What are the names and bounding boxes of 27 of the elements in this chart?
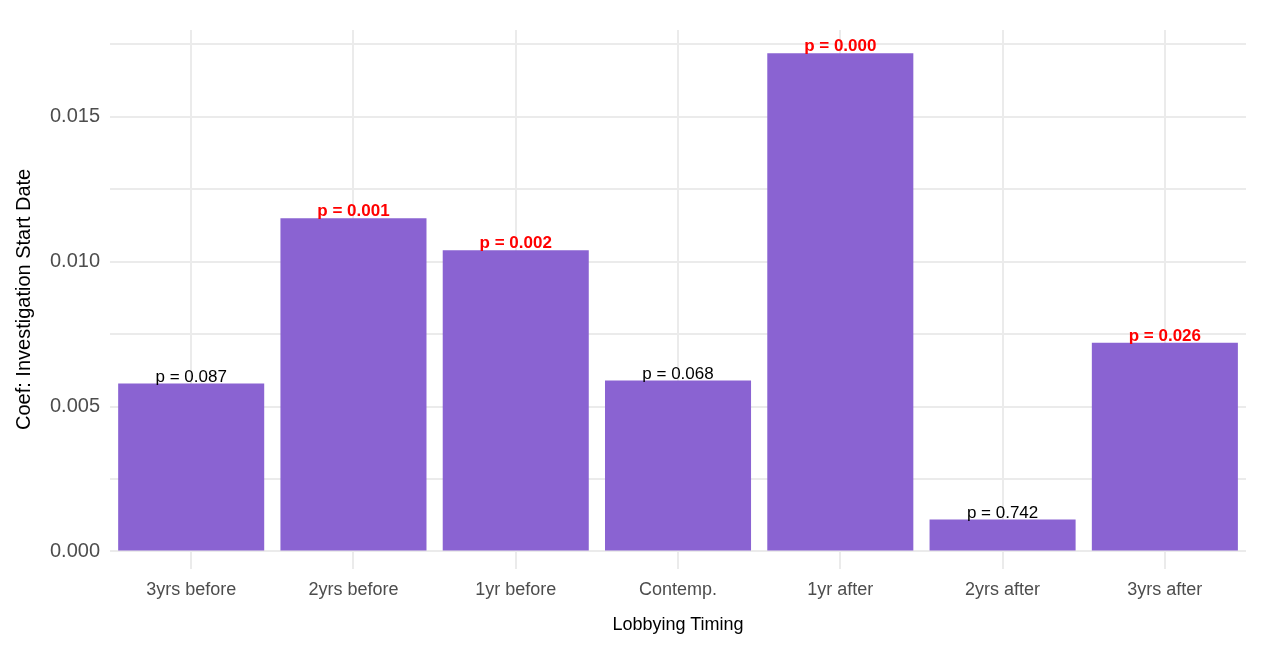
x-tick-label: 3yrs after — [1127, 578, 1203, 599]
y-tick-label: 0.010 — [49, 249, 101, 272]
x-axis-title: Lobbying Timing — [612, 614, 744, 635]
y-tick-label: 0.005 — [49, 394, 101, 417]
annotation: p = 0.026 — [1128, 326, 1202, 346]
x-tick-label: 3yrs before — [146, 578, 237, 599]
x-tick-label: 2yrs before — [308, 578, 399, 599]
bar — [1091, 342, 1238, 551]
annotation: p = 0.087 — [155, 366, 227, 386]
y-axis-title: Coef: Investigation Start Date — [11, 168, 34, 431]
annotation: p = 0.068 — [642, 363, 714, 383]
annotation: p = 0.000 — [804, 36, 877, 56]
x-tick-label: 1yr after — [807, 578, 874, 599]
annotation: p = 0.742 — [966, 502, 1039, 522]
x-tick-label: Contemp. — [639, 578, 718, 599]
bar — [767, 53, 914, 551]
annotation: p = 0.001 — [317, 201, 390, 221]
x-tick-label: 1yr before — [475, 578, 557, 599]
bar — [442, 250, 589, 551]
bar — [118, 383, 265, 551]
annotation: p = 0.002 — [479, 233, 552, 253]
y-tick-label: 0.000 — [49, 538, 101, 561]
bar — [280, 218, 427, 551]
bar — [929, 519, 1076, 551]
y-tick-label: 0.015 — [49, 104, 101, 127]
x-tick-label: 2yrs after — [965, 578, 1041, 599]
bar — [605, 380, 752, 551]
